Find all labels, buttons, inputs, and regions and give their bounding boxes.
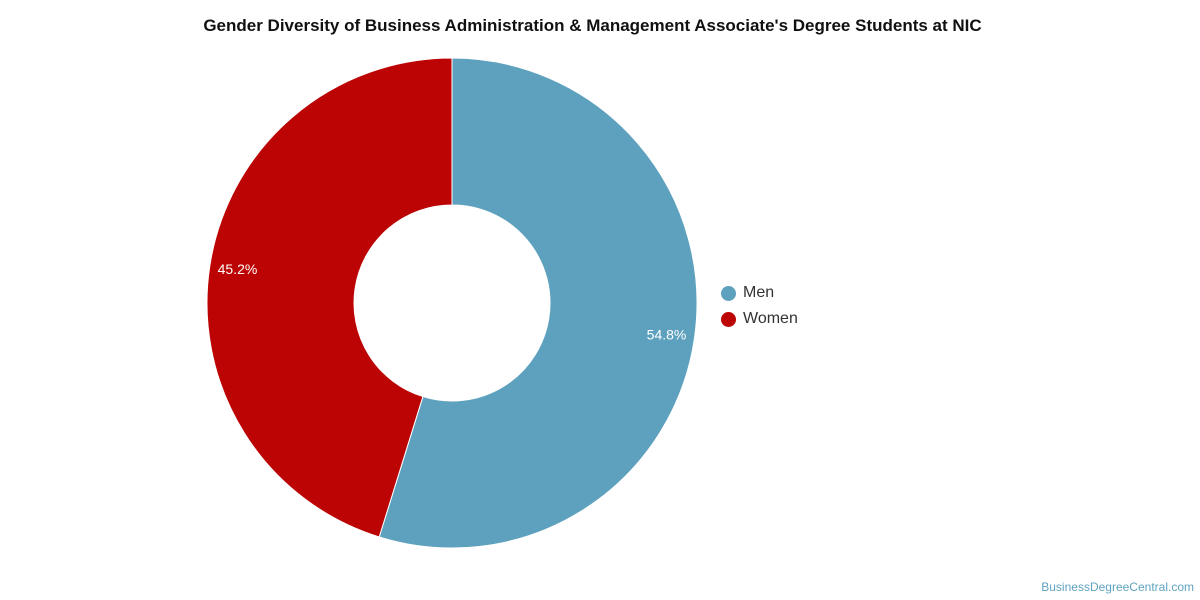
data-label-women: 45.2% (218, 261, 258, 277)
data-label-men: 54.8% (647, 326, 687, 342)
legend: Men Women (721, 280, 798, 332)
legend-label-women: Women (743, 310, 798, 327)
slice-men[interactable] (378, 57, 698, 549)
legend-item-men[interactable]: Men (721, 280, 798, 306)
slices-group (206, 57, 698, 549)
chart-title: Gender Diversity of Business Administrat… (203, 16, 982, 35)
legend-item-women[interactable]: Women (721, 306, 798, 332)
slice-women[interactable] (206, 57, 453, 538)
legend-swatch-women (721, 311, 736, 327)
labels-group: 54.8% 45.2% (218, 261, 687, 342)
legend-swatch-men (721, 285, 736, 301)
source-watermark[interactable]: BusinessDegreeCentral.com (1041, 580, 1194, 594)
legend-label-men: Men (743, 284, 775, 301)
